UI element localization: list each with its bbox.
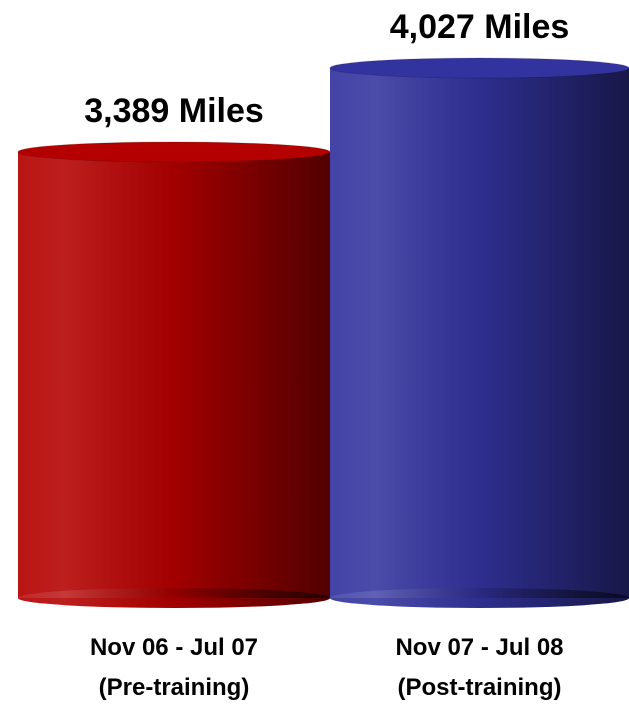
- cylinder-shade: [18, 152, 330, 598]
- cylinder-top: [18, 142, 330, 162]
- cylinder-top: [330, 58, 629, 78]
- value-label: 4,027 Miles: [390, 8, 570, 46]
- value-label: 3,389 Miles: [84, 92, 264, 130]
- x-tick-label: Nov 06 - Jul 07 (Pre-training): [24, 628, 324, 708]
- cylinder-bottom-shade: [330, 588, 629, 608]
- cylinder-shade: [330, 68, 629, 598]
- cylinder-bottom-shade: [18, 588, 330, 608]
- x-tick-label: Nov 07 - Jul 08 (Post-training): [330, 628, 629, 708]
